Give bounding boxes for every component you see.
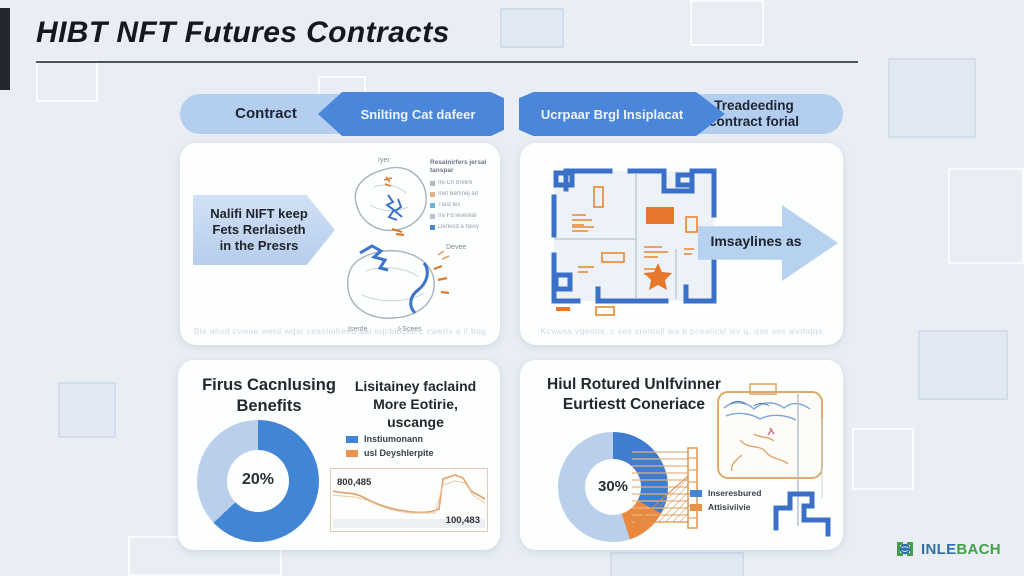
arrow-label: Imsaylines as <box>710 233 802 249</box>
background-pattern-square <box>610 552 744 576</box>
sketch-legend-item: Tlast les <box>430 202 492 208</box>
panel-nft-sketch: Nalifi NIFT keep Fets Rerlaiseth in the … <box>180 143 500 345</box>
floorplan-drawing <box>551 168 717 316</box>
panel-floorplan: Imsaylines as Kcvwsa vqeons, c ses srema… <box>520 143 843 345</box>
donut-hole <box>585 459 641 515</box>
sketch-label: I-Scees <box>398 326 422 333</box>
chart-high-value: 800,485 <box>337 477 372 488</box>
panel-subheading: Lisitainey faclaind More Eotirie, uscang… <box>338 377 493 431</box>
panel-caption: Kcvwsa vqeons, c ses sremall wa b pceali… <box>540 326 823 336</box>
legend-label: Derlecd a Nesy <box>438 224 480 230</box>
background-pattern-square <box>690 0 764 46</box>
flow-step-label: Treadeeding contract forial <box>679 98 829 130</box>
callout-line3: in the Presrs <box>219 238 299 253</box>
logo-icon <box>897 542 913 556</box>
page-title: HIBT NFT Futures Contracts <box>36 16 450 49</box>
map-sketch <box>717 383 831 537</box>
donut-center-label: 20% <box>241 471 275 488</box>
background-pattern-square <box>948 168 1024 264</box>
subheading-line2: More Eotirie, <box>373 396 458 412</box>
subheading-line1: Lisitainey faclaind <box>354 378 477 394</box>
legend-label: Tlast les <box>438 202 461 208</box>
line-chart-plot <box>332 474 486 528</box>
legend-marker <box>430 202 435 208</box>
hatched-area-sketch <box>632 447 698 529</box>
donut-chart-20: 20% <box>197 420 319 542</box>
panel-benefits: Firus Cacnlusing Benefits 20% Lisitainey… <box>178 360 500 550</box>
background-pattern-square <box>58 382 116 438</box>
legend-swatch-orange <box>690 503 702 511</box>
background-pattern-square <box>500 8 564 48</box>
legend-item: Inseresbured <box>690 488 761 498</box>
sketch-legend-subtitle: tanspar <box>430 167 454 174</box>
heading-line2: Benefits <box>236 397 302 415</box>
logo-text-secondary: BACH <box>956 540 1001 558</box>
hand-drawn-map-sketch: Iyer Devee I-Scees Iserde <box>347 157 466 333</box>
legend-label: Ire Ch brelirlr <box>438 180 473 186</box>
legend-swatch-blue <box>690 489 702 497</box>
background-pattern-square <box>852 428 914 490</box>
sketch-legend: Resalnirfers jersal tanspar Ire Ch breli… <box>430 159 492 230</box>
sketch-legend-item: Iriet Berlinej ad <box>430 191 492 197</box>
legend-item: Attisiviivie <box>690 502 761 512</box>
background-pattern-square <box>36 60 98 102</box>
chart-low-value: 100,483 <box>445 515 480 526</box>
legend-label: usl Deyshlerpite <box>364 448 434 458</box>
background-pattern-square <box>918 330 1008 400</box>
logo-text-primary: INLE <box>921 540 957 558</box>
flow-step-label: Contract <box>235 105 297 122</box>
donut-hole <box>227 450 289 512</box>
sketch-legend-item: Ire Ch brelirlr <box>430 180 492 186</box>
legend-item: Instiumonann <box>346 434 434 444</box>
flow-arrow-left: Snilting Cat dafeer <box>318 92 504 136</box>
title-underline <box>36 61 858 63</box>
panel-heading: Firus Cacnlusing Benefits <box>186 375 352 417</box>
flow-step-label-line1: Treadeeding <box>714 98 794 113</box>
legend-item: usl Deyshlerpite <box>346 448 434 458</box>
legend-label: Iriet Berlinej ad <box>438 191 479 197</box>
brand-logo: INLE BACH <box>893 537 1001 561</box>
star-icon <box>644 263 672 290</box>
heading-line2: Eurtiestt Coneriace <box>562 396 706 413</box>
flow-arrow-label: Ucrpaar Brgl Insiplacat <box>540 106 684 122</box>
sketch-label: Iyer <box>378 157 390 164</box>
background-pattern-square <box>888 58 976 138</box>
callout-arrow: Nalifi NIFT keep Fets Rerlaiseth in the … <box>193 195 335 265</box>
panel-coverage: Hiul Rotured Unlfvinner Eurtiestt Coneri… <box>520 360 843 550</box>
heading-line1: Hiul Rotured Unlfvinner <box>547 376 721 393</box>
line-chart: 800,485 100,483 <box>330 468 488 532</box>
donut-center-label: 30% <box>597 478 629 495</box>
legend-label: Inseresbured <box>708 488 762 498</box>
legend-marker <box>430 224 435 230</box>
subheading-line3: uscange <box>387 414 444 430</box>
legend-swatch-blue <box>346 435 358 443</box>
flow-arrow-right: Ucrpaar Brgl Insiplacat <box>519 92 725 136</box>
sketch-label: Devee <box>446 244 466 251</box>
panel-caption: Ble ahsd cvwoe werd wqsr ceaslioheed aal… <box>193 326 487 336</box>
legend-label: Ire Fd levereal <box>438 213 477 219</box>
flow-arrow-label: Snilting Cat dafeer <box>360 106 476 122</box>
legend-label: Instiumonann <box>364 434 423 444</box>
chart-legend: Inseresbured Attisiviivie <box>690 488 761 516</box>
sketch-legend-item: Derlecd a Nesy <box>430 224 492 230</box>
heading-line1: Firus Cacnlusing <box>202 376 336 394</box>
legend-marker <box>430 213 435 219</box>
callout-line1: Nalifi NIFT keep <box>210 206 308 221</box>
flow-step-label-line2: contract forial <box>708 114 800 129</box>
legend-marker <box>430 180 435 186</box>
callout-line2: Fets Rerlaiseth <box>212 222 306 237</box>
title-accent-bar <box>0 8 10 90</box>
chart-legend: Instiumonann usl Deyshlerpite <box>346 434 434 462</box>
sketch-legend-item: Ire Fd levereal <box>430 213 492 219</box>
legend-label: Attisiviivie <box>708 502 751 512</box>
panel-heading: Hiul Rotured Unlfvinner Eurtiestt Coneri… <box>530 375 738 415</box>
sketch-legend-title: Resalnirfers jersal <box>430 159 487 166</box>
legend-marker <box>430 191 435 197</box>
sketch-label: Iserde <box>348 326 368 333</box>
legend-swatch-orange <box>346 449 358 457</box>
